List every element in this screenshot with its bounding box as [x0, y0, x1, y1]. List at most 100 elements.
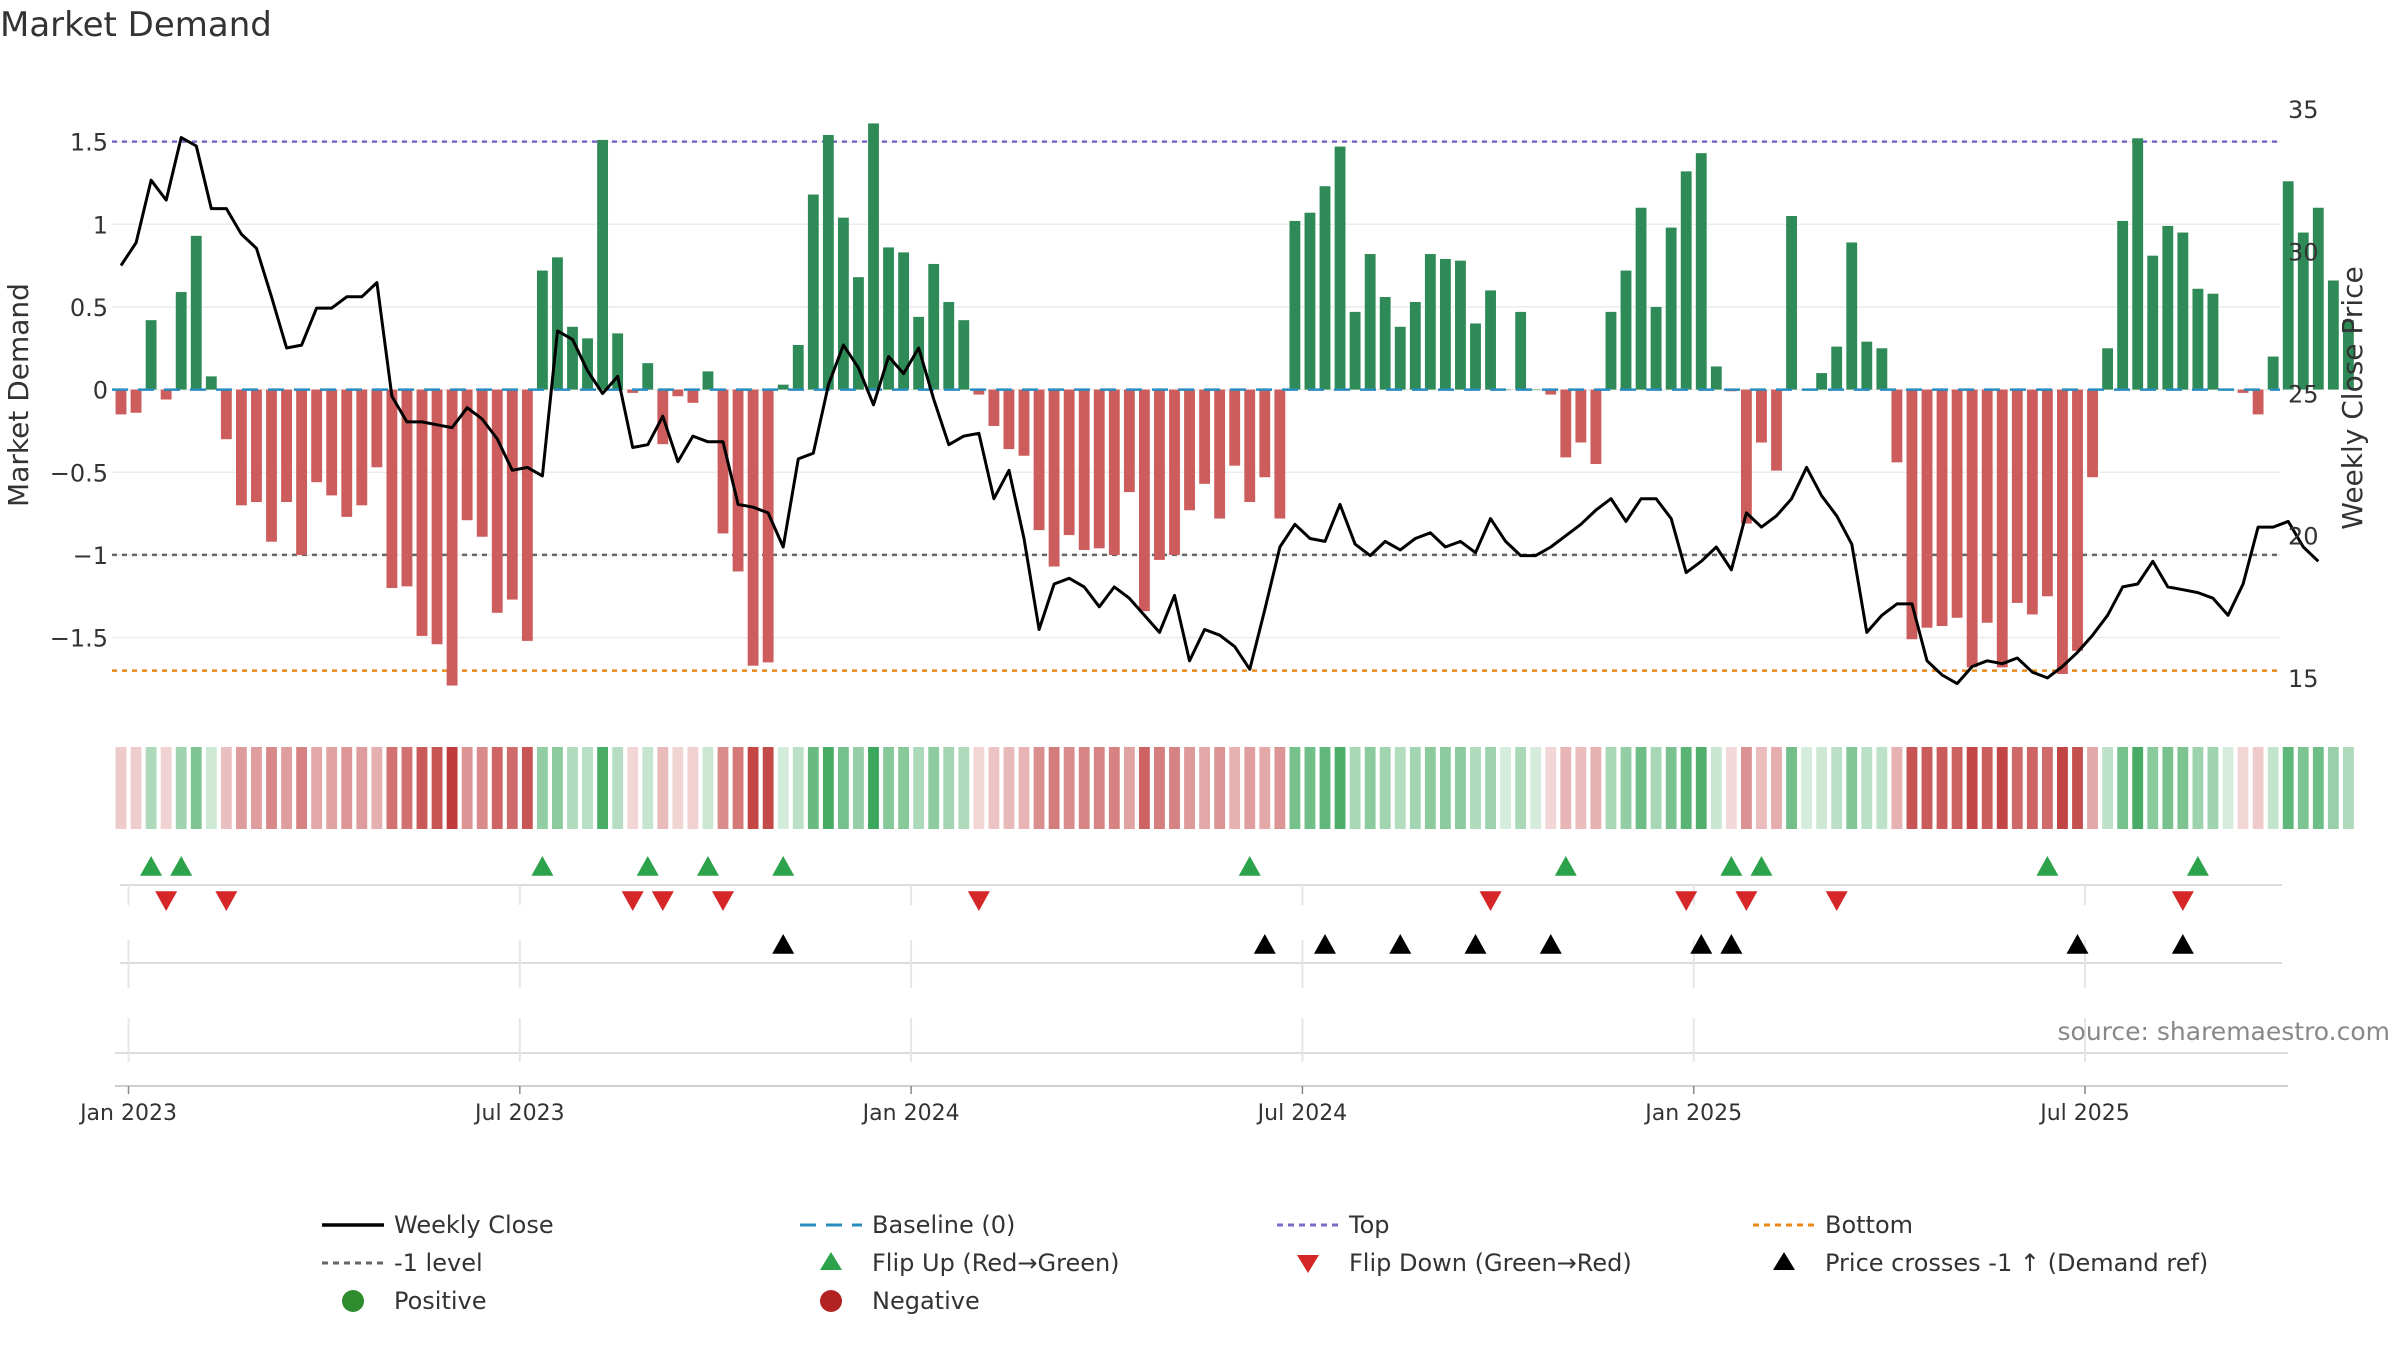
demand-bar-negative	[1154, 389, 1165, 560]
legend-label: Top	[1348, 1211, 1390, 1239]
heat-cell	[642, 747, 654, 829]
y-tick-label-right: 15	[2288, 665, 2319, 693]
demand-bar-positive	[2132, 138, 2144, 390]
heat-cell	[2237, 747, 2249, 829]
heat-cell	[220, 747, 232, 829]
demand-bar-positive	[552, 257, 563, 390]
demand-bar-negative	[431, 389, 443, 645]
legend-swatch	[820, 1290, 842, 1312]
heat-cell	[2252, 747, 2264, 829]
demand-bar-positive	[2147, 255, 2159, 390]
demand-bar-positive	[2312, 207, 2324, 390]
legend-label: Flip Down (Green→Red)	[1349, 1249, 1632, 1277]
demand-bar-positive	[205, 376, 217, 390]
demand-bar-positive	[883, 247, 894, 390]
heat-cell	[1575, 747, 1587, 829]
heat-cell	[1319, 747, 1331, 829]
flip-down-marker	[215, 891, 238, 911]
heat-cell	[2342, 747, 2354, 829]
demand-bar-positive	[1680, 171, 1692, 390]
demand-bar-negative	[251, 389, 262, 503]
demand-bar-positive	[642, 363, 654, 390]
demand-bar-negative	[266, 389, 277, 542]
y-tick-label-right: 20	[2288, 523, 2319, 551]
demand-bar-negative	[1274, 389, 1286, 519]
heat-cell	[1500, 747, 1512, 829]
heat-cell	[506, 747, 518, 829]
heat-cell	[341, 747, 353, 829]
heat-cell	[1304, 747, 1316, 829]
x-tick-label: Jul 2025	[2038, 1101, 2130, 1126]
demand-bar-negative	[1951, 389, 1963, 618]
heat-cell	[1244, 747, 1256, 829]
demand-bar-negative	[1229, 389, 1241, 466]
flip-up-marker	[1238, 856, 1261, 876]
demand-bar-positive	[567, 326, 578, 390]
demand-bar-positive	[898, 252, 910, 390]
demand-bar-negative	[1048, 389, 1060, 567]
legend: Weekly Close Baseline (0) Top Bottom -1 leve…	[322, 1211, 2208, 1315]
demand-bar-negative	[717, 389, 729, 534]
demand-bar-negative	[356, 389, 368, 506]
heat-cell	[2297, 747, 2309, 829]
price-cross-marker	[1720, 934, 1743, 954]
heat-cell	[1816, 747, 1828, 829]
heat-cell	[777, 747, 789, 829]
heat-cell	[491, 747, 503, 829]
legend-swatch	[342, 1290, 364, 1312]
price-cross-marker	[1253, 934, 1276, 954]
demand-bar-positive	[1319, 186, 1331, 390]
demand-bar-negative	[1560, 389, 1572, 458]
reference-lines	[112, 140, 2280, 672]
heat-cell	[2072, 747, 2083, 829]
demand-bar-negative	[1018, 389, 1030, 456]
demand-bar-positive	[2342, 320, 2354, 390]
flip-down-marker	[621, 891, 644, 911]
demand-bar-negative	[1138, 389, 1150, 612]
demand-bar-positive	[777, 384, 789, 390]
heat-cell	[973, 747, 985, 829]
demand-bar-negative	[521, 389, 533, 641]
y-tick-label-left: −0.5	[50, 459, 108, 487]
heat-cell	[1063, 747, 1075, 829]
heat-cell	[2207, 747, 2219, 829]
demand-bar-positive	[853, 277, 864, 390]
heat-cell	[2267, 747, 2279, 829]
heat-cell	[1530, 747, 1542, 829]
demand-bar-negative	[446, 389, 458, 686]
heat-cell	[2087, 747, 2098, 829]
heat-cell	[1635, 747, 1647, 829]
heat-cell	[371, 747, 383, 829]
demand-bar-positive	[792, 344, 804, 390]
flip-up-marker	[636, 856, 659, 876]
heat-cell	[2102, 747, 2114, 829]
heat-cell	[1680, 747, 1692, 829]
demand-bar-negative	[1996, 389, 2008, 668]
heat-cell	[717, 747, 729, 829]
demand-bar-negative	[1244, 389, 1256, 503]
weekly-close-series	[119, 136, 2320, 686]
heat-cell	[1876, 747, 1888, 829]
demand-bar-positive	[1409, 301, 1421, 390]
demand-bar-negative	[672, 389, 684, 397]
heat-cell	[1470, 747, 1481, 829]
demand-bar-positive	[1650, 306, 1662, 390]
heat-cell	[1801, 747, 1813, 829]
demand-bar-negative	[416, 389, 428, 636]
demand-bar-positive	[1816, 373, 1828, 390]
heat-cell	[1379, 747, 1391, 829]
demand-bar-positive	[145, 320, 157, 390]
demand-bar-negative	[1740, 389, 1752, 524]
y-tick-label-left: 0.5	[70, 294, 108, 322]
demand-bar-positive	[1470, 323, 1481, 390]
heat-cell	[1093, 747, 1105, 829]
y-tick-label-right: 35	[2288, 96, 2319, 124]
heat-cell	[1394, 747, 1406, 829]
heat-cell	[2177, 747, 2189, 829]
demand-bar-positive	[1394, 326, 1406, 390]
heat-cell	[266, 747, 277, 829]
demand-bar-positive	[1831, 346, 1843, 390]
demand-bar-positive	[2267, 356, 2279, 390]
demand-bar-positive	[1289, 220, 1301, 390]
demand-bar-positive	[2282, 181, 2294, 390]
